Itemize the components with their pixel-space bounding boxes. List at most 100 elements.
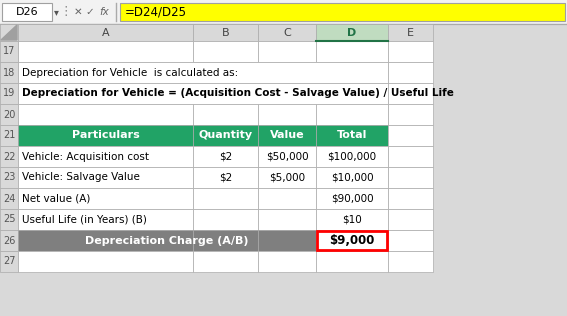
Text: B: B (222, 27, 229, 38)
Bar (316, 167, 388, 188)
Bar (258, 230, 316, 251)
Bar (0, 125, 18, 146)
Bar (193, 125, 258, 146)
Bar (193, 230, 258, 251)
Bar (18, 24, 193, 41)
Bar (0, 83, 18, 104)
Bar (0, 62, 18, 83)
Bar (388, 230, 433, 251)
Bar (388, 209, 433, 230)
Bar (0, 167, 18, 188)
Text: C: C (283, 27, 291, 38)
Bar (258, 188, 316, 209)
Bar (18, 83, 388, 104)
Bar (258, 24, 316, 41)
Text: 27: 27 (3, 257, 15, 266)
Bar (0, 24, 18, 41)
Text: Vehicle: Salvage Value: Vehicle: Salvage Value (22, 173, 140, 183)
Text: Depreciation Charge (A/B): Depreciation Charge (A/B) (85, 235, 249, 246)
Bar (316, 104, 388, 125)
Bar (193, 209, 258, 230)
Bar (316, 230, 388, 251)
Text: 24: 24 (3, 193, 15, 204)
Bar (388, 104, 433, 125)
Bar (0, 146, 18, 167)
Text: $5,000: $5,000 (269, 173, 305, 183)
Bar (193, 41, 258, 62)
Bar (317, 231, 387, 250)
Text: $100,000: $100,000 (327, 151, 376, 161)
Bar (193, 251, 258, 272)
Text: 21: 21 (3, 131, 15, 141)
Text: $50,000: $50,000 (266, 151, 308, 161)
Bar (0, 188, 18, 209)
Text: ▾: ▾ (53, 7, 58, 17)
Polygon shape (1, 25, 17, 40)
Bar (18, 167, 193, 188)
Bar (388, 41, 433, 62)
Bar (388, 62, 433, 83)
Bar (2, 3, 52, 21)
Bar (193, 188, 258, 209)
Text: 18: 18 (3, 68, 15, 77)
Bar (0, 0, 567, 24)
Text: $10: $10 (342, 215, 362, 224)
Text: Depreciation for Vehicle = (Acquisition Cost - Salvage Value) / Useful Life: Depreciation for Vehicle = (Acquisition … (22, 88, 454, 99)
Bar (316, 146, 388, 167)
Bar (388, 125, 433, 146)
Bar (18, 146, 193, 167)
Bar (120, 3, 565, 21)
Bar (18, 41, 193, 62)
Text: 26: 26 (3, 235, 15, 246)
Bar (388, 167, 433, 188)
Text: E: E (407, 27, 414, 38)
Text: fx: fx (99, 7, 109, 17)
Bar (258, 125, 316, 146)
Text: D: D (348, 27, 357, 38)
Text: ⋮: ⋮ (60, 5, 72, 19)
Bar (18, 125, 193, 146)
Bar (316, 24, 388, 41)
Bar (388, 83, 433, 104)
Text: 17: 17 (3, 46, 15, 57)
Bar (0, 104, 18, 125)
Text: Net value (A): Net value (A) (22, 193, 90, 204)
Bar (18, 62, 388, 83)
Text: 25: 25 (3, 215, 15, 224)
Text: $90,000: $90,000 (331, 193, 373, 204)
Text: =D24/D25: =D24/D25 (125, 5, 187, 19)
Text: $9,000: $9,000 (329, 234, 375, 247)
Text: ✓: ✓ (86, 7, 94, 17)
Bar (258, 167, 316, 188)
Text: Total: Total (337, 131, 367, 141)
Bar (316, 125, 388, 146)
Bar (18, 209, 193, 230)
Bar (316, 188, 388, 209)
Bar (388, 188, 433, 209)
Bar (388, 146, 433, 167)
Bar (316, 41, 388, 62)
Text: Value: Value (270, 131, 304, 141)
Text: Useful Life (in Years) (B): Useful Life (in Years) (B) (22, 215, 147, 224)
Text: 23: 23 (3, 173, 15, 183)
Bar (193, 24, 258, 41)
Text: Quantity: Quantity (198, 131, 252, 141)
Bar (0, 209, 18, 230)
Bar (316, 251, 388, 272)
Text: A: A (101, 27, 109, 38)
Text: $2: $2 (219, 151, 232, 161)
Bar (193, 146, 258, 167)
Text: 22: 22 (3, 151, 15, 161)
Text: D26: D26 (16, 7, 39, 17)
Text: ✕: ✕ (74, 7, 82, 17)
Bar (0, 41, 18, 62)
Text: $2: $2 (219, 173, 232, 183)
Bar (388, 251, 433, 272)
Text: Depreciation for Vehicle  is calculated as:: Depreciation for Vehicle is calculated a… (22, 68, 238, 77)
Bar (18, 104, 193, 125)
Bar (18, 188, 193, 209)
Text: Vehicle: Acquisition cost: Vehicle: Acquisition cost (22, 151, 149, 161)
Text: 19: 19 (3, 88, 15, 99)
Bar (193, 104, 258, 125)
Bar (258, 104, 316, 125)
